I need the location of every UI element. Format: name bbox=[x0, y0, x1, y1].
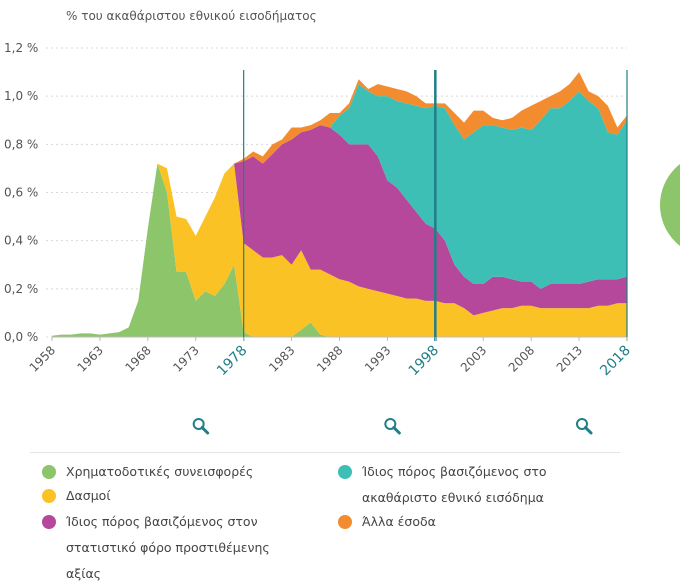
x-tick-label: 2018 bbox=[597, 343, 634, 380]
y-tick-label: 0,6 % bbox=[4, 186, 38, 200]
y-tick-label: 0,2 % bbox=[4, 282, 38, 296]
legend-label: Ίδιος πόρος βασιζόμενος στο ακαθάριστο ε… bbox=[362, 464, 547, 505]
area bbox=[52, 84, 627, 336]
legend-swatch bbox=[338, 465, 352, 479]
legend: Χρηματοδοτικές συνεισφορές Δασμοί Ίδιος πό… bbox=[30, 452, 620, 581]
y-tick-label: 0,8 % bbox=[4, 137, 38, 151]
y-tick-label: 1,0 % bbox=[4, 89, 38, 103]
legend-swatch bbox=[42, 489, 56, 503]
x-tick-label: 1993 bbox=[362, 343, 393, 374]
area bbox=[52, 163, 627, 337]
area bbox=[52, 72, 627, 336]
legend-swatch bbox=[338, 515, 352, 529]
y-tick-label: 0,0 % bbox=[4, 330, 38, 344]
zoom-lens bbox=[576, 418, 588, 430]
x-tick-label: 1973 bbox=[170, 343, 201, 374]
zoom-handle bbox=[584, 426, 593, 435]
x-tick-label: 1958 bbox=[27, 343, 58, 374]
x-tick-label: 2013 bbox=[554, 343, 585, 374]
legend-item[interactable]: Ίδιος πόρος βασιζόμενος στο ακαθάριστο ε… bbox=[338, 459, 620, 511]
legend-label: Ίδιος πόρος βασιζόμενος στον στατιστικό … bbox=[66, 514, 270, 581]
side-decoration bbox=[660, 164, 680, 246]
legend-item[interactable]: Χρηματοδοτικές συνεισφορές bbox=[42, 459, 306, 485]
zoom-lens bbox=[384, 418, 397, 430]
x-tick-label: 1998 bbox=[406, 343, 443, 380]
x-tick-label: 1988 bbox=[314, 343, 345, 374]
legend-item[interactable]: Άλλα έσοδα bbox=[338, 509, 620, 535]
x-tick-label: 1983 bbox=[266, 343, 297, 374]
zoom-handle bbox=[200, 426, 210, 435]
y-axis-title: % του ακαθάριστου εθνικού εισοδήματος bbox=[66, 9, 317, 23]
legend-label: Άλλα έσοδα bbox=[362, 514, 436, 529]
legend-swatch bbox=[42, 465, 56, 479]
zoom-icon[interactable] bbox=[384, 418, 401, 435]
area bbox=[52, 163, 627, 337]
y-tick-label: 0,4 % bbox=[4, 234, 38, 248]
chart: % του ακαθάριστου εθνικού εισοδήματος 0,… bbox=[4, 9, 680, 435]
legend-item[interactable]: Δασμοί bbox=[42, 483, 306, 509]
page: {"chart_data": {"type": "area", "stacked… bbox=[4, 9, 680, 581]
y-tick-label: 1,2 % bbox=[4, 41, 38, 55]
legend-label: Χρηματοδοτικές συνεισφορές bbox=[66, 464, 254, 479]
x-tick-label: 1968 bbox=[122, 343, 153, 374]
x-tick-label: 1963 bbox=[75, 343, 106, 374]
zoom-lens bbox=[192, 418, 205, 430]
legend-swatch bbox=[42, 515, 56, 529]
legend-item[interactable]: Ίδιος πόρος βασιζόμενος στον στατιστικό … bbox=[42, 509, 281, 587]
zoom-icon[interactable] bbox=[192, 418, 210, 435]
x-tick-label: 1978 bbox=[214, 343, 251, 380]
zoom-handle bbox=[392, 426, 401, 435]
x-tick-label: 2008 bbox=[506, 343, 537, 374]
legend-label: Δασμοί bbox=[66, 488, 111, 503]
area bbox=[52, 125, 627, 336]
x-tick-label: 2003 bbox=[458, 343, 489, 374]
zoom-icon[interactable] bbox=[576, 418, 593, 435]
